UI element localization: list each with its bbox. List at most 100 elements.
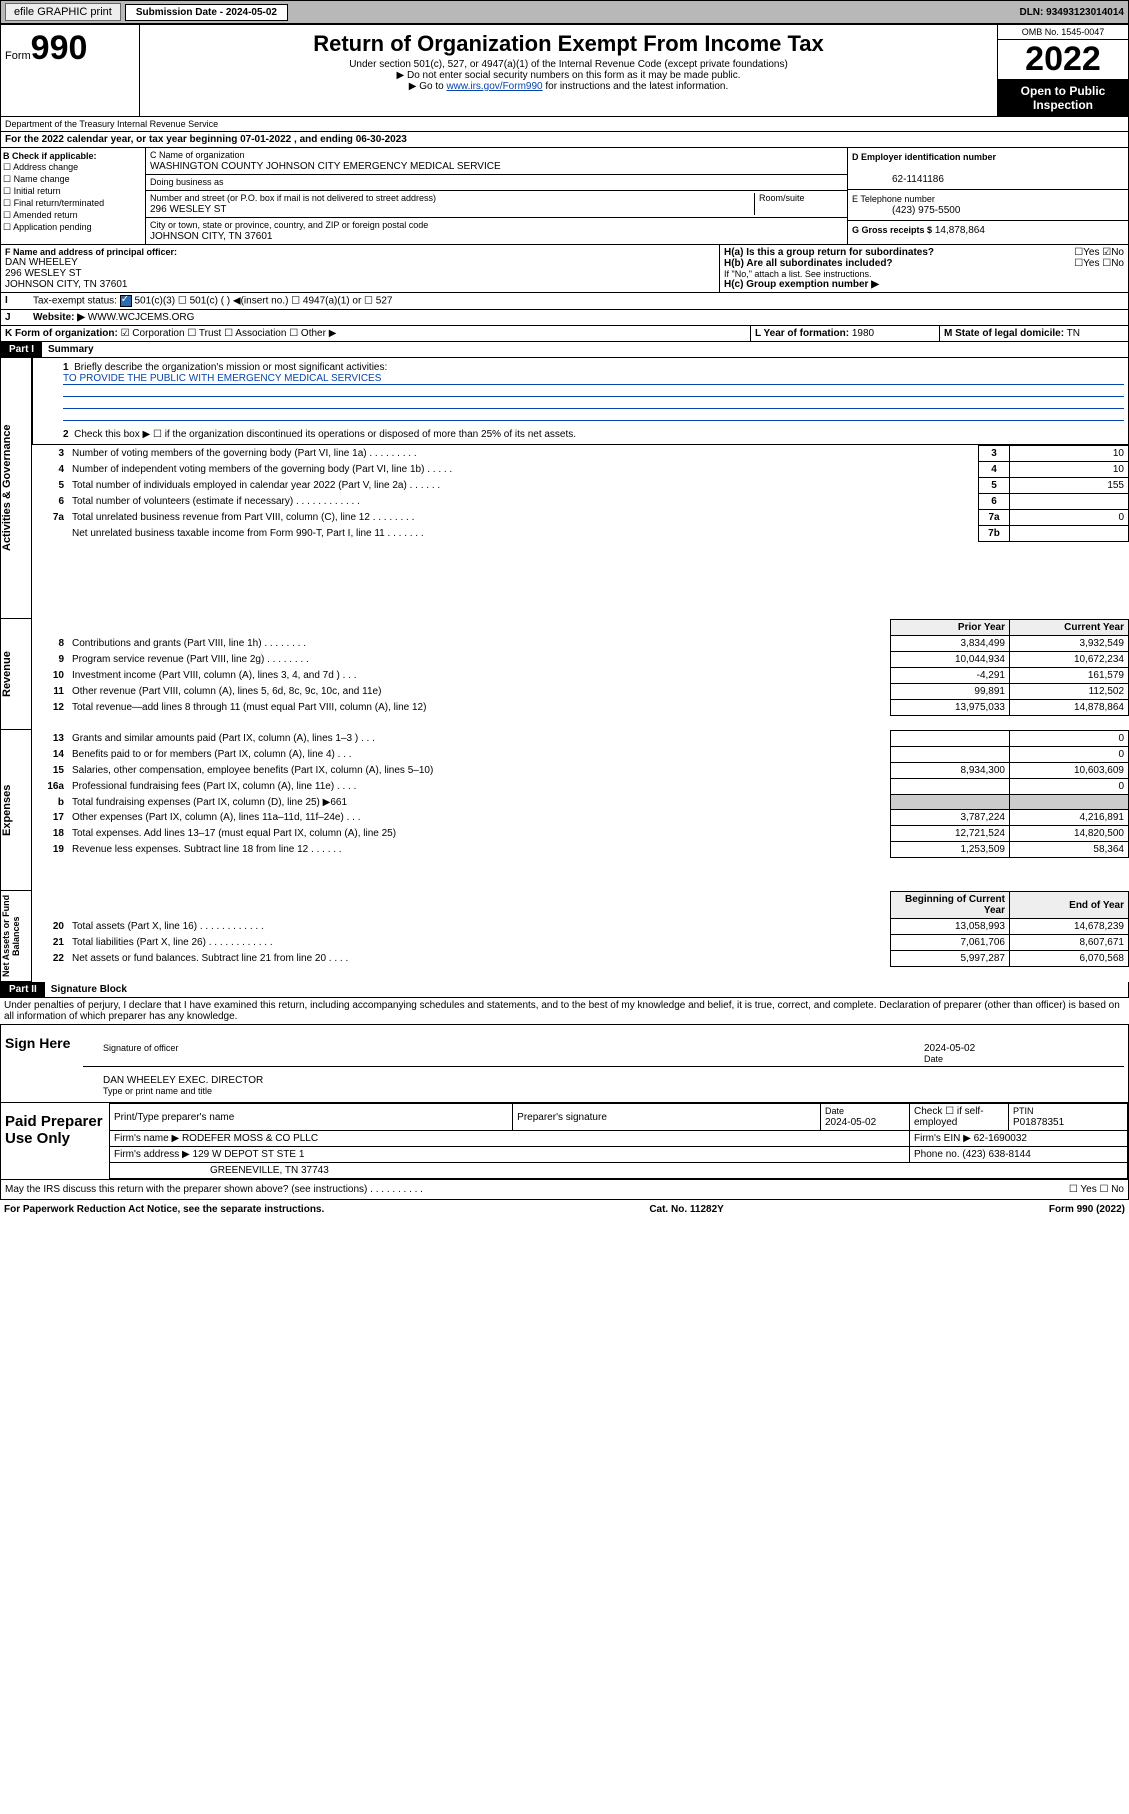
hb-lbl: H(b) Are all subordinates included? (724, 258, 893, 269)
firm-phone-lbl: Phone no. (914, 1149, 960, 1160)
block-b: B Check if applicable: ☐ Address change … (0, 148, 1129, 245)
ptin: P01878351 (1013, 1117, 1064, 1128)
website: WWW.WCJCEMS.ORG (88, 312, 195, 323)
subtitle-3: ▶ Go to www.irs.gov/Form990 for instruct… (409, 81, 729, 92)
e-lbl: E Telephone number (852, 194, 935, 204)
mission: TO PROVIDE THE PUBLIC WITH EMERGENCY MED… (63, 373, 381, 384)
j-lbl: Website: ▶ (33, 312, 85, 323)
subtitle-1: Under section 501(c), 527, or 4947(a)(1)… (144, 59, 993, 70)
efile-print-button[interactable]: efile GRAPHIC print (5, 3, 121, 21)
b-header: B Check if applicable: (3, 151, 143, 161)
tax-year: 2022 (998, 40, 1128, 80)
i-lbl: Tax-exempt status: (33, 296, 117, 307)
firm-name: RODEFER MOSS & CO PLLC (182, 1133, 318, 1144)
form-header: Form990 Return of Organization Exempt Fr… (0, 24, 1129, 117)
hc-lbl: H(c) Group exemption number ▶ (724, 279, 1124, 290)
ein: 62-1141186 (852, 174, 944, 185)
irs-link[interactable]: www.irs.gov/Form990 (446, 81, 542, 92)
street-addr: 296 WESLEY ST (150, 204, 227, 215)
name-title-lbl: Type or print name and title (103, 1086, 1124, 1096)
section-a: For the 2022 calendar year, or tax year … (0, 132, 1129, 148)
part1-hdr: Part I (1, 342, 42, 357)
officer-name: DAN WHEELEY (5, 257, 715, 268)
form-title: Return of Organization Exempt From Incom… (144, 31, 993, 57)
domicile: TN (1067, 328, 1080, 339)
b-opt[interactable]: ☐ Initial return (3, 186, 143, 197)
firm-city: GREENEVILLE, TN 37743 (110, 1163, 1128, 1179)
b-opt[interactable]: ☐ Application pending (3, 222, 143, 233)
sig-date-lbl: Date (924, 1054, 1124, 1064)
part2-hdr: Part II (1, 982, 45, 997)
officer-addr: 296 WESLEY ST (5, 268, 715, 279)
city-lbl: City or town, state or province, country… (150, 220, 428, 230)
revenue-table: Prior YearCurrent Year8Contributions and… (32, 619, 1129, 716)
sign-here-lbl: Sign Here (1, 1025, 79, 1102)
firm-ein-lbl: Firm's EIN ▶ (914, 1133, 971, 1144)
balance-table: Beginning of Current YearEnd of Year20To… (32, 891, 1129, 967)
city-state-zip: JOHNSON CITY, TN 37601 (150, 231, 272, 242)
cat-no: Cat. No. 11282Y (649, 1204, 723, 1215)
line2-lbl: Check this box ▶ ☐ if the organization d… (74, 429, 576, 440)
form-version: Form 990 (2022) (1049, 1204, 1125, 1215)
firm-name-lbl: Firm's name ▶ (114, 1133, 179, 1144)
ha-ans[interactable]: ☐Yes ☑No (1074, 247, 1124, 258)
discuss-ans[interactable]: ☐ Yes ☐ No (1069, 1184, 1124, 1195)
room-lbl: Room/suite (759, 193, 805, 203)
self-emp[interactable]: Check ☐ if self-employed (910, 1104, 1009, 1131)
sig-date: 2024-05-02 (924, 1043, 1124, 1054)
firm-addr-lbl: Firm's address ▶ (114, 1149, 190, 1160)
subtitle-2: ▶ Do not enter social security numbers o… (144, 70, 993, 81)
i-opts: 501(c)(3) ☐ 501(c) ( ) ◀(insert no.) ☐ 4… (134, 296, 392, 307)
k-lbl: K Form of organization: (5, 328, 118, 339)
declaration: Under penalties of perjury, I declare th… (0, 998, 1129, 1024)
omb-number: OMB No. 1545-0047 (998, 25, 1128, 40)
expense-table: 13Grants and similar amounts paid (Part … (32, 730, 1129, 858)
open-to-public: Open to Public Inspection (998, 80, 1128, 116)
hb-note: If "No," attach a list. See instructions… (724, 269, 1124, 279)
side-activities: Activities & Governance (1, 358, 13, 618)
paperwork-notice: For Paperwork Reduction Act Notice, see … (4, 1204, 324, 1215)
firm-ein: 62-1690032 (974, 1133, 1027, 1144)
officer-city: JOHNSON CITY, TN 37601 (5, 279, 715, 290)
top-bar: efile GRAPHIC print Submission Date - 20… (0, 0, 1129, 24)
dba-lbl: Doing business as (150, 177, 224, 187)
gross-receipts: 14,878,864 (935, 225, 985, 236)
f-lbl: F Name and address of principal officer: (5, 247, 715, 257)
part2-title: Signature Block (45, 982, 133, 997)
prep-sig-lbl: Preparer's signature (513, 1104, 821, 1131)
discuss-q: May the IRS discuss this return with the… (5, 1184, 423, 1195)
org-name: WASHINGTON COUNTY JOHNSON CITY EMERGENCY… (150, 161, 501, 172)
b-opt[interactable]: ☐ Name change (3, 174, 143, 185)
telephone: (423) 975-5500 (852, 205, 960, 216)
paid-preparer-lbl: Paid Preparer Use Only (1, 1103, 109, 1179)
line1-lbl: Briefly describe the organization's miss… (74, 362, 387, 373)
g-lbl: G Gross receipts $ (852, 225, 932, 235)
firm-phone: (423) 638-8144 (962, 1149, 1030, 1160)
ha-lbl: H(a) Is this a group return for subordin… (724, 247, 934, 258)
form-number: 990 (31, 29, 88, 67)
year-formed: 1980 (852, 328, 874, 339)
dln: DLN: 93493123014014 (1019, 7, 1124, 18)
department: Department of the Treasury Internal Reve… (0, 117, 1129, 132)
part1-title: Summary (42, 342, 100, 357)
addr-lbl: Number and street (or P.O. box if mail i… (150, 193, 436, 203)
d-lbl: D Employer identification number (852, 152, 996, 162)
officer-name-title: DAN WHEELEY EXEC. DIRECTOR (103, 1075, 1124, 1086)
l-lbl: L Year of formation: (755, 328, 849, 339)
501c3-checkbox[interactable] (120, 295, 132, 307)
prep-date: 2024-05-02 (825, 1117, 876, 1128)
submission-date: Submission Date - 2024-05-02 (125, 4, 288, 21)
form-word: Form (5, 50, 31, 62)
governance-table: 3Number of voting members of the governi… (32, 445, 1129, 542)
b-opt[interactable]: ☐ Address change (3, 162, 143, 173)
prep-name-lbl: Print/Type preparer's name (110, 1104, 513, 1131)
b-opt[interactable]: ☐ Amended return (3, 210, 143, 221)
firm-addr: 129 W DEPOT ST STE 1 (193, 1149, 305, 1160)
b-opt[interactable]: ☐ Final return/terminated (3, 198, 143, 209)
side-revenue: Revenue (1, 619, 13, 729)
hb-ans[interactable]: ☐Yes ☐No (1074, 258, 1124, 269)
side-balances: Net Assets or Fund Balances (1, 891, 21, 981)
k-val[interactable]: ☑ Corporation ☐ Trust ☐ Association ☐ Ot… (121, 328, 337, 339)
ptin-lbl: PTIN (1013, 1106, 1034, 1116)
m-lbl: M State of legal domicile: (944, 328, 1064, 339)
